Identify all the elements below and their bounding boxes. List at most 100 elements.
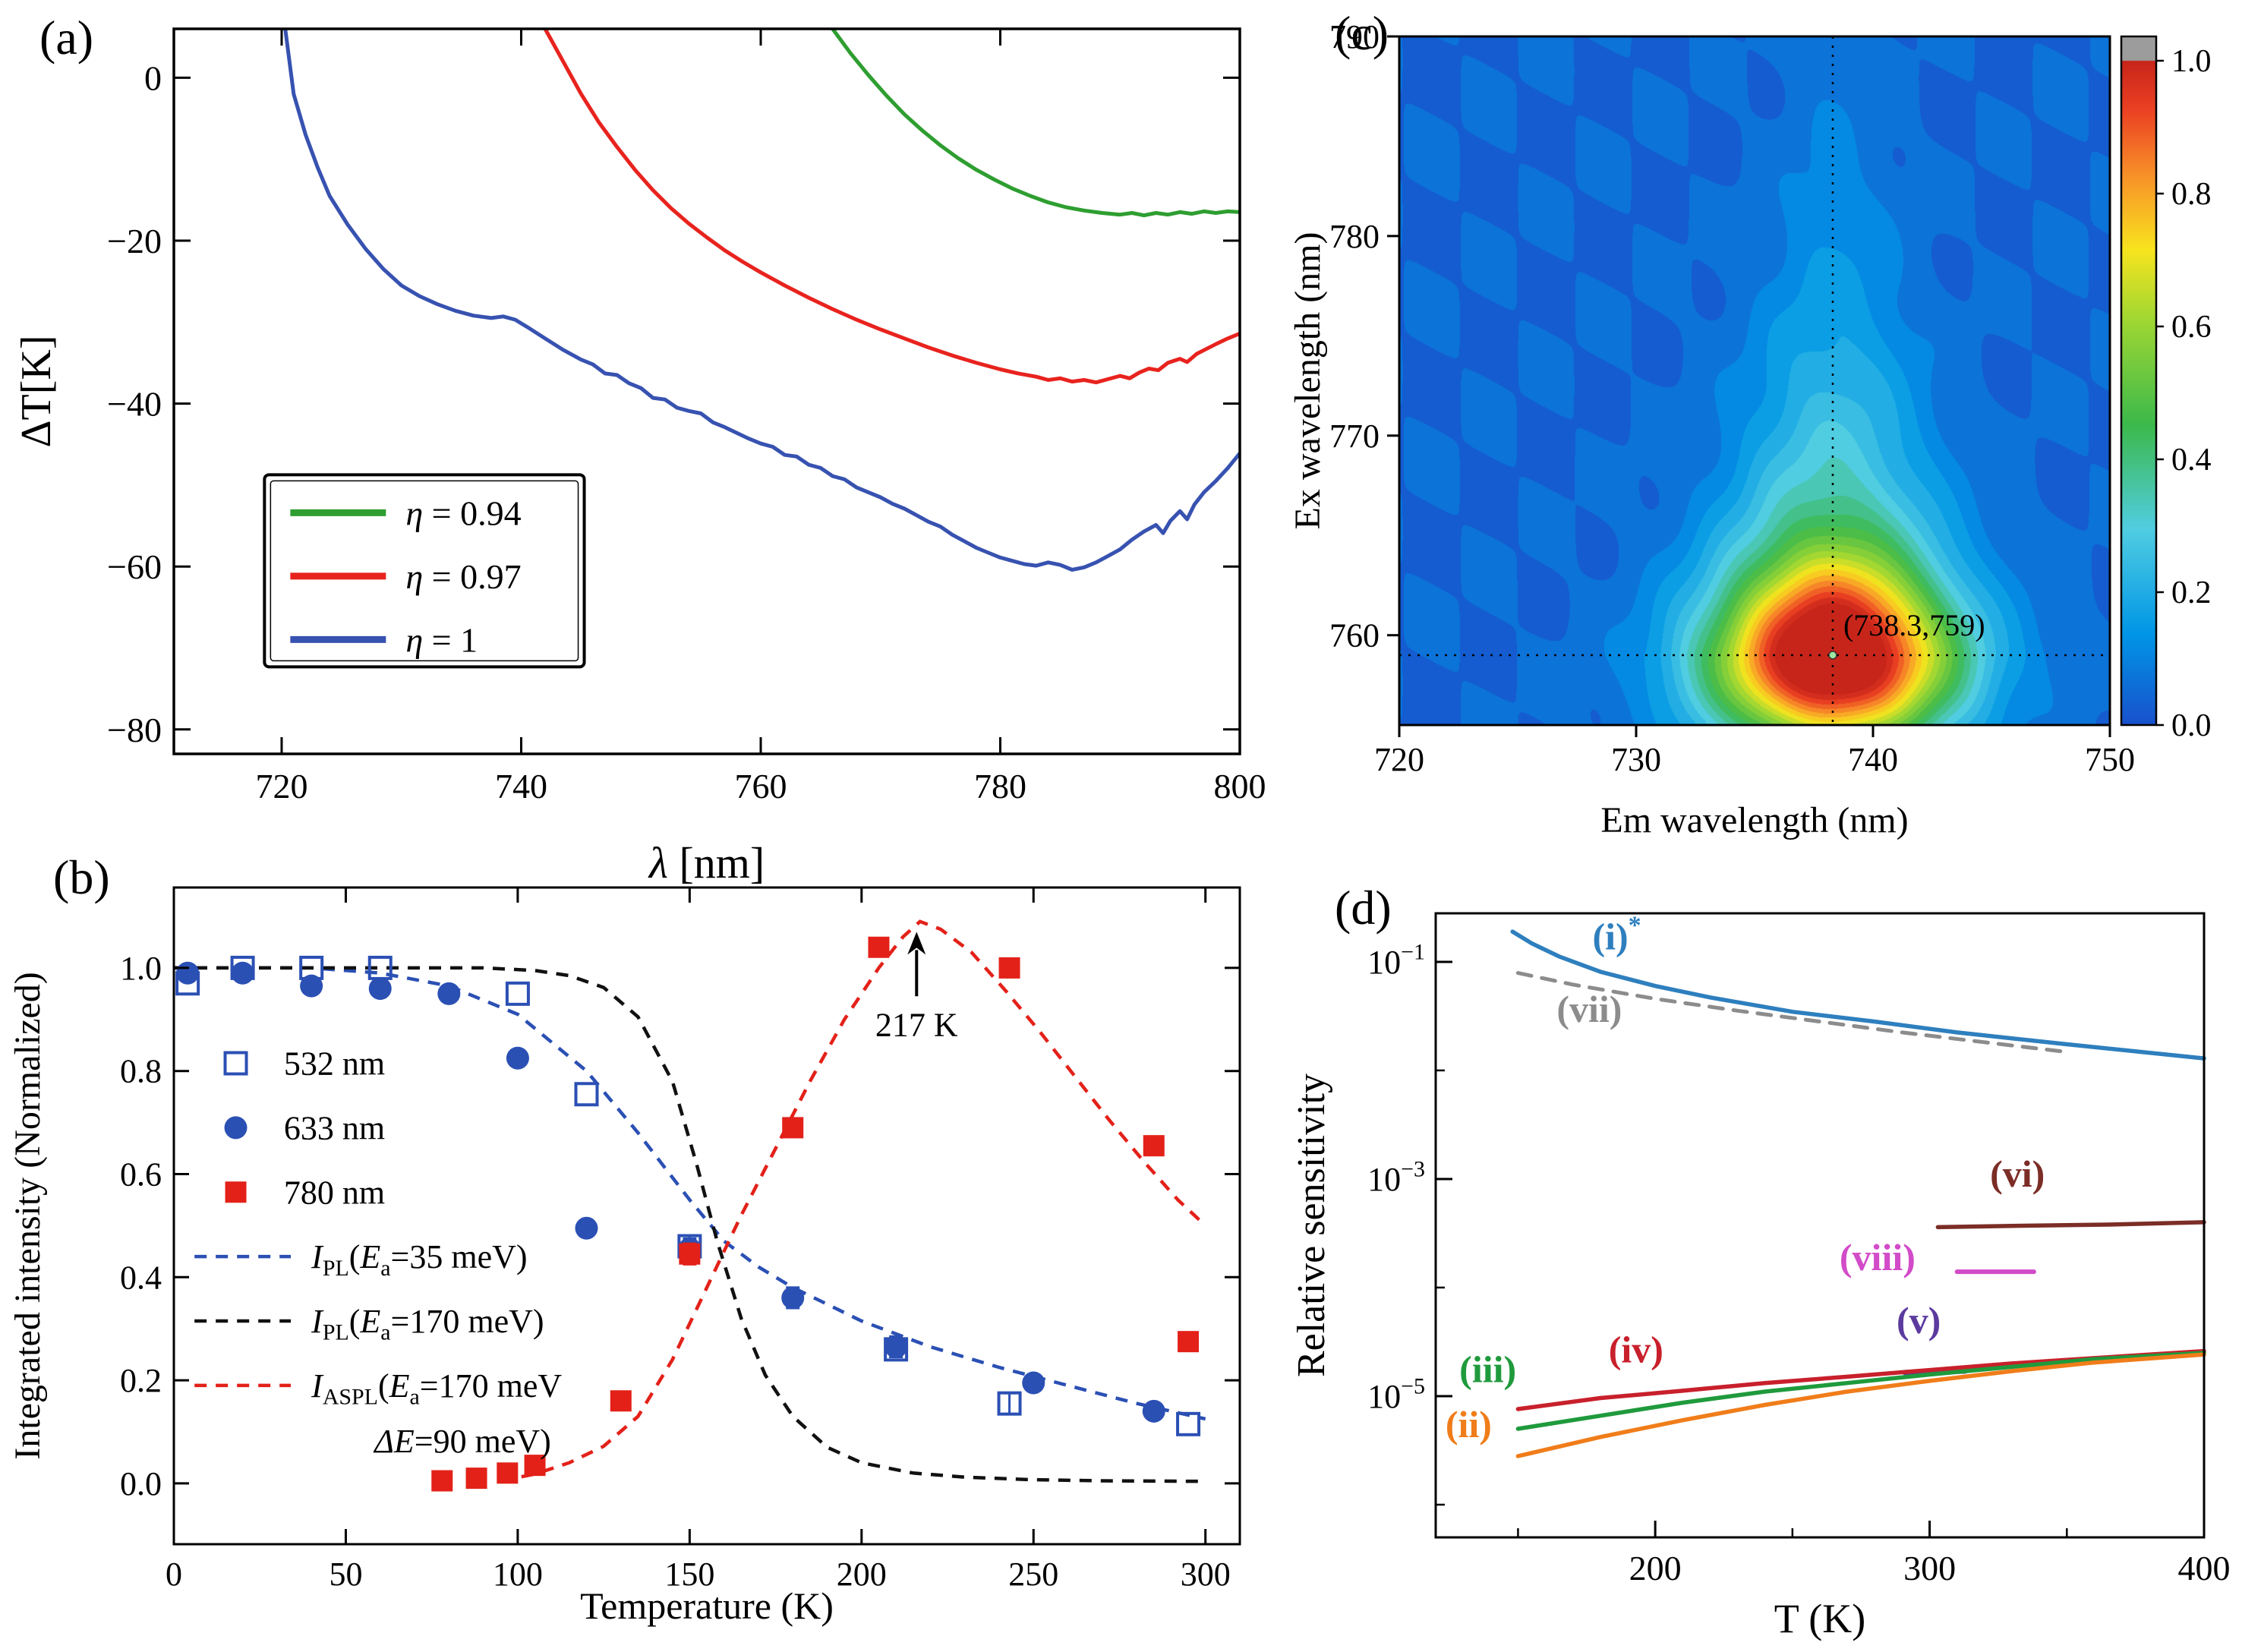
- panel-a-label: (a): [39, 11, 94, 65]
- chart-d-series-ii: [1515, 1352, 2206, 1458]
- chart-a-legend-label: η = 1: [405, 620, 478, 659]
- panel-c: (c) (738.3,759) 720 730 740 750 760 770 780 790 1…: [1245, 0, 2242, 881]
- chart-d-curve-label: (vi): [1990, 1152, 2045, 1195]
- chart-d-xtick: 200: [1629, 1549, 1682, 1587]
- chart-a-xtick: 740: [495, 767, 547, 806]
- chart-c-axes: (738.3,759) 720 730 740 750 760 770 780 790 1.0 0.…: [1329, 18, 2212, 778]
- chart-a-xtick: 760: [734, 767, 787, 806]
- chart-a-ytick: −40: [107, 385, 162, 424]
- colorbar-tick: 1.0: [2171, 44, 2212, 79]
- chart-d-curve-label: (v): [1897, 1299, 1941, 1341]
- colorbar-tick: 0.8: [2171, 177, 2212, 212]
- chart-b-xlabel: Temperature (K): [580, 1584, 834, 1627]
- chart-b-217k-label: 217 K: [875, 1007, 958, 1044]
- chart-a-ytick: −20: [107, 222, 162, 260]
- colorbar-tick: 0.6: [2171, 310, 2212, 345]
- chart-a-series-eta-0.94: [831, 27, 1241, 218]
- chart-b-xtick: 200: [837, 1556, 887, 1593]
- chart-a-xtick: 780: [974, 767, 1026, 806]
- peak-marker: [1828, 651, 1837, 660]
- chart-c-xtick: 740: [1848, 741, 1898, 778]
- chart-a-legend: η = 0.94 η = 0.97 η = 1: [263, 473, 586, 669]
- chart-b-delta-e-note: ΔE=90 meV): [373, 1423, 551, 1460]
- chart-b: 0 50 100 150 200 250 300 0.0 0.2 0.4 0.6 0.8 1.0 532 …: [8, 886, 1241, 1627]
- chart-c-xtick: 750: [2085, 741, 2135, 778]
- chart-b-legend-label: 780 nm: [284, 1174, 385, 1211]
- chart-a: 720 740 760 780 800 0 −20 −40 −60 −80 λ [nm] ΔT[K] η…: [13, 27, 1266, 887]
- chart-d-ylabel: Relative sensitivity: [1290, 1073, 1333, 1377]
- chart-d-curve-label: (ii): [1446, 1403, 1492, 1446]
- chart-b-legend-label: 633 nm: [284, 1109, 385, 1146]
- chart-b-model-IPL-35meV: [174, 966, 1206, 1421]
- chart-b-ytick: 0.8: [120, 1053, 162, 1090]
- chart-c-peak-label: (738.3,759): [1843, 608, 1985, 642]
- chart-d-curve-label: (i)*: [1592, 912, 1641, 958]
- chart-a-legend-label: η = 0.94: [405, 493, 521, 532]
- chart-d-xlabel: T (K): [1774, 1596, 1865, 1641]
- chart-c-xtick: 730: [1611, 741, 1661, 778]
- chart-b-legend-label: IPL(Ea=35 meV): [311, 1238, 527, 1281]
- chart-a-axes: 720 740 760 780 800 0 −20 −40 −60 −80: [107, 27, 1266, 806]
- chart-d-curve-label: (iv): [1609, 1328, 1663, 1370]
- colorbar-tick: 0.0: [2171, 708, 2212, 743]
- chart-a-ytick: −60: [107, 547, 162, 586]
- chart-a-ytick: −80: [107, 711, 162, 749]
- chart-a-xtick: 800: [1214, 767, 1266, 806]
- panel-b: (b) 0 50 100 150 200 250 300 0.0 0.2 0.4 0.6 0.8 1.0…: [0, 850, 1245, 1652]
- chart-c-ytick: 790: [1329, 18, 1380, 55]
- chart-a-xtick: 720: [255, 767, 307, 806]
- chart-a-series-eta-1: [283, 28, 1241, 572]
- chart-b-legend-label: IASPL(Ea=170 meV: [311, 1367, 562, 1410]
- chart-d-curve-label: (viii): [1840, 1236, 1916, 1278]
- chart-b-xtick: 100: [493, 1556, 543, 1593]
- chart-d-series-vi: [1935, 1220, 2206, 1230]
- chart-c-ytick: 760: [1329, 617, 1380, 654]
- chart-d-series-i: [1510, 929, 2206, 1061]
- chart-b-ylabel: Integrated intensity (Normalized): [8, 972, 48, 1459]
- chart-b-xtick: 50: [329, 1556, 362, 1593]
- chart-c-xtick: 720: [1374, 741, 1424, 778]
- chart-b-legend-label: IPL(Ea=170 meV): [311, 1303, 544, 1345]
- chart-b-ytick: 0.4: [120, 1259, 162, 1296]
- chart-b-ytick: 1.0: [120, 950, 162, 987]
- chart-b-legend-label: 532 nm: [284, 1045, 385, 1083]
- chart-a-ylabel: ΔT[K]: [13, 336, 60, 448]
- chart-b-axes: 0 50 100 150 200 250 300 0.0 0.2 0.4 0.6 0.8 1.0: [120, 886, 1241, 1593]
- chart-d: 200 300 400 10−1 10−3 10−5 (i)* (vii) (vi) (viii)…: [1290, 912, 2231, 1641]
- excitation-emission-heatmap-canvas: [1399, 36, 2110, 725]
- chart-c-ytick: 780: [1329, 218, 1380, 255]
- chart-d-xtick: 400: [2178, 1549, 2231, 1587]
- chart-d-curve-label: (vii): [1556, 988, 1622, 1030]
- chart-d-xtick: 300: [1903, 1549, 1956, 1587]
- chart-c-ylabel: Ex wavelength (nm): [1288, 232, 1328, 530]
- chart-b-scatter-780-nm: [431, 936, 1200, 1492]
- chart-b-xtick: 250: [1008, 1556, 1058, 1593]
- chart-d-ytick: 10−3: [1367, 1156, 1425, 1197]
- chart-c-ytick: 770: [1329, 418, 1380, 455]
- colorbar-tick: 0.4: [2171, 443, 2212, 478]
- colorbar-canvas: [2121, 36, 2156, 725]
- chart-b-model-IPL-170meV: [174, 966, 1206, 1483]
- panel-c-label: (c): [1335, 6, 1389, 60]
- chart-b-ytick: 0.2: [120, 1362, 162, 1399]
- chart-c-xlabel: Em wavelength (nm): [1600, 800, 1908, 840]
- chart-b-model-IASPL-170meV: [500, 919, 1207, 1483]
- chart-a-series-eta-0.97: [543, 27, 1241, 385]
- chart-d-ytick: 10−1: [1367, 939, 1425, 980]
- chart-a-legend-label: η = 0.97: [405, 557, 521, 596]
- chart-a-ytick: 0: [144, 58, 162, 97]
- chart-b-xtick: 300: [1181, 1556, 1231, 1593]
- chart-c: (738.3,759) 720 730 740 750 760 770 780 790 1.0 0.…: [1288, 18, 2212, 840]
- panel-d: (d) 200 300 400 10−1 10−3 10−5 (i)* (vii) (vi) (v…: [1245, 873, 2242, 1652]
- chart-d-series-iii: [1515, 1351, 2206, 1431]
- chart-b-legend: 532 nm 633 nm 780 nm IPL(Ea=35 meV) IPL(Ea=1…: [194, 1045, 562, 1410]
- panel-b-label: (b): [53, 850, 110, 904]
- arrow-217k-head: [907, 932, 926, 955]
- chart-d-axes: 200 300 400 10−1 10−3 10−5: [1367, 912, 2231, 1587]
- chart-b-xtick: 0: [166, 1556, 182, 1593]
- panel-a: (a) 720 740 760 780 800 0 −20 −40 −60 −80 λ [nm] ΔT…: [0, 0, 1266, 896]
- colorbar-tick: 0.2: [2171, 575, 2212, 610]
- chart-d-curve-label: (iii): [1459, 1348, 1516, 1390]
- chart-b-xtick: 150: [664, 1556, 714, 1593]
